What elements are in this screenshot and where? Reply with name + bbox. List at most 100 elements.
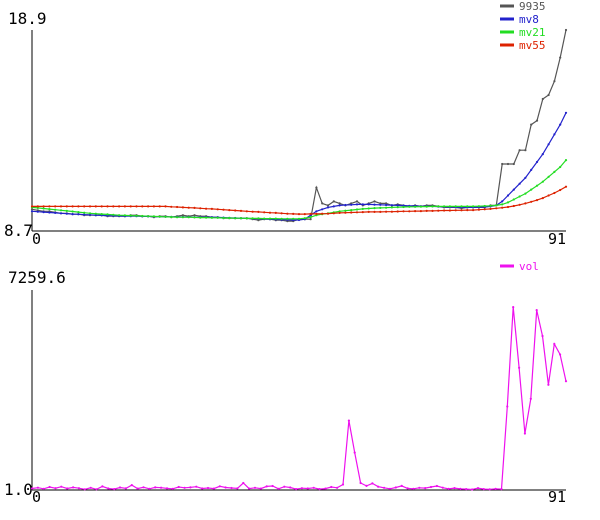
data-point bbox=[437, 209, 440, 212]
data-point bbox=[524, 202, 527, 205]
series-mv8 bbox=[30, 111, 568, 222]
y-min-tick-label: 1.0 bbox=[4, 480, 33, 499]
data-point bbox=[350, 211, 353, 214]
data-point bbox=[541, 197, 544, 200]
data-point bbox=[123, 205, 126, 208]
data-point bbox=[431, 209, 434, 212]
data-point bbox=[165, 487, 169, 490]
legend-item-mv55: mv55 bbox=[500, 39, 546, 52]
data-point bbox=[242, 481, 245, 485]
data-point bbox=[547, 383, 550, 386]
data-point bbox=[199, 216, 202, 219]
data-point bbox=[332, 205, 335, 208]
data-point bbox=[218, 485, 221, 488]
data-point bbox=[530, 168, 533, 171]
data-point bbox=[500, 488, 503, 491]
data-point bbox=[222, 216, 225, 220]
data-point bbox=[406, 487, 409, 490]
data-point bbox=[315, 212, 318, 215]
data-point bbox=[419, 205, 422, 208]
data-point bbox=[230, 486, 233, 490]
data-point bbox=[113, 488, 116, 491]
data-point bbox=[338, 202, 341, 205]
data-point bbox=[59, 212, 63, 215]
x-start-tick-label: 0 bbox=[32, 230, 41, 248]
data-point bbox=[559, 123, 562, 126]
data-point bbox=[42, 487, 45, 490]
data-point bbox=[431, 205, 434, 208]
series-9935 bbox=[30, 28, 568, 223]
data-point bbox=[187, 216, 190, 219]
data-point bbox=[518, 149, 521, 152]
data-point bbox=[295, 488, 298, 491]
data-point bbox=[535, 309, 538, 312]
data-point bbox=[65, 212, 68, 215]
data-point bbox=[559, 56, 562, 59]
legend-label: mv21 bbox=[519, 26, 546, 39]
data-point bbox=[176, 216, 179, 219]
data-point bbox=[390, 210, 393, 213]
data-point bbox=[289, 486, 292, 489]
data-point bbox=[286, 217, 289, 220]
data-point bbox=[535, 199, 539, 202]
data-point bbox=[448, 205, 451, 208]
data-point bbox=[228, 216, 231, 220]
data-point bbox=[193, 216, 196, 219]
data-point bbox=[141, 214, 144, 218]
y-max-tick-label: 7259.6 bbox=[8, 268, 66, 287]
legend-label: vol bbox=[519, 260, 539, 273]
data-point bbox=[518, 182, 521, 185]
series-line-9935 bbox=[31, 29, 567, 222]
data-point bbox=[234, 217, 237, 220]
legend-label: mv8 bbox=[519, 13, 539, 26]
data-point bbox=[564, 28, 568, 32]
data-point bbox=[553, 191, 556, 195]
data-point bbox=[460, 209, 463, 212]
data-point bbox=[36, 205, 39, 208]
data-point bbox=[377, 485, 380, 488]
data-point bbox=[495, 204, 498, 207]
data-point bbox=[30, 205, 34, 208]
data-point bbox=[42, 207, 45, 210]
data-point bbox=[100, 205, 103, 208]
data-point bbox=[71, 213, 74, 216]
data-point bbox=[77, 205, 80, 208]
data-point bbox=[54, 211, 57, 214]
data-point bbox=[447, 487, 450, 490]
x-end-tick-label: 91 bbox=[548, 230, 566, 248]
data-point bbox=[257, 217, 260, 220]
data-point bbox=[248, 487, 251, 490]
data-point bbox=[489, 207, 492, 210]
data-point bbox=[547, 143, 550, 146]
data-point bbox=[136, 487, 139, 490]
data-point bbox=[396, 206, 399, 209]
data-point bbox=[83, 211, 86, 214]
series-line-vol bbox=[31, 307, 567, 491]
data-point bbox=[309, 218, 312, 221]
data-point bbox=[312, 486, 315, 489]
data-point bbox=[30, 210, 34, 213]
data-point bbox=[94, 212, 97, 215]
data-point bbox=[385, 210, 388, 213]
data-point bbox=[501, 162, 504, 166]
data-point bbox=[271, 484, 274, 488]
data-point bbox=[60, 485, 63, 488]
data-point bbox=[77, 211, 80, 214]
data-point bbox=[234, 209, 237, 212]
data-point bbox=[48, 205, 51, 208]
data-point bbox=[506, 205, 510, 209]
data-point bbox=[506, 194, 510, 197]
data-point bbox=[437, 205, 440, 208]
data-point bbox=[379, 210, 382, 213]
data-point bbox=[158, 205, 161, 208]
data-point bbox=[518, 366, 521, 369]
data-point bbox=[158, 215, 161, 218]
data-point bbox=[83, 213, 86, 216]
data-point bbox=[152, 215, 155, 218]
data-point bbox=[414, 210, 417, 213]
data-point bbox=[257, 210, 260, 213]
data-point bbox=[259, 487, 262, 490]
data-point bbox=[524, 149, 527, 152]
data-point bbox=[321, 208, 324, 211]
data-point bbox=[326, 206, 330, 209]
